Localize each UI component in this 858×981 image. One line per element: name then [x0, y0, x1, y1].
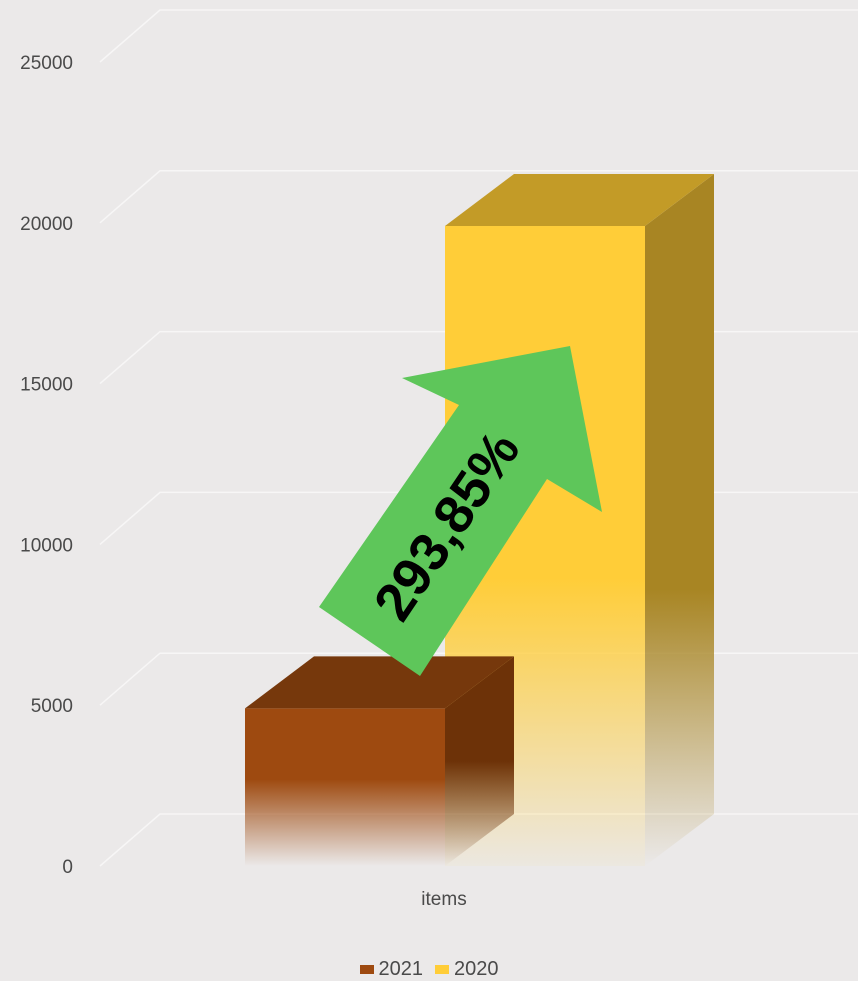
y-tick-label: 0 [62, 857, 73, 878]
y-tick-label: 15000 [20, 375, 73, 396]
gridline [99, 9, 858, 63]
bar-2021 [245, 656, 514, 866]
legend-swatch-2020 [435, 965, 449, 974]
bar-top-2021 [245, 656, 514, 709]
legend-label-2021: 2021 [378, 958, 424, 980]
y-axis-ticks: 0 5000 10000 15000 20000 25000 [20, 53, 73, 878]
bar-side-2021 [445, 656, 514, 866]
bar-front-2021 [245, 708, 445, 866]
legend-swatch-2021 [359, 965, 374, 974]
growth-annotation: 293,85% [319, 346, 602, 676]
growth-arrow [319, 346, 602, 676]
bar-side-2020 [645, 174, 714, 867]
bars [245, 174, 714, 867]
y-tick-label: 10000 [20, 535, 73, 556]
bar-top-2020 [445, 174, 714, 227]
y-tick-label: 20000 [20, 214, 73, 235]
legend-item-2020: 2020 [435, 958, 499, 981]
y-tick-label: 5000 [31, 696, 73, 717]
legend-label-2020: 2020 [454, 958, 499, 980]
legend-item-2021: 2021 [359, 958, 424, 981]
legend: 2021 2020 [0, 958, 858, 981]
y-tick-label: 25000 [20, 53, 73, 74]
x-tick-label: items [421, 889, 466, 910]
x-axis-ticks: items [421, 889, 466, 910]
gridline [99, 170, 858, 224]
